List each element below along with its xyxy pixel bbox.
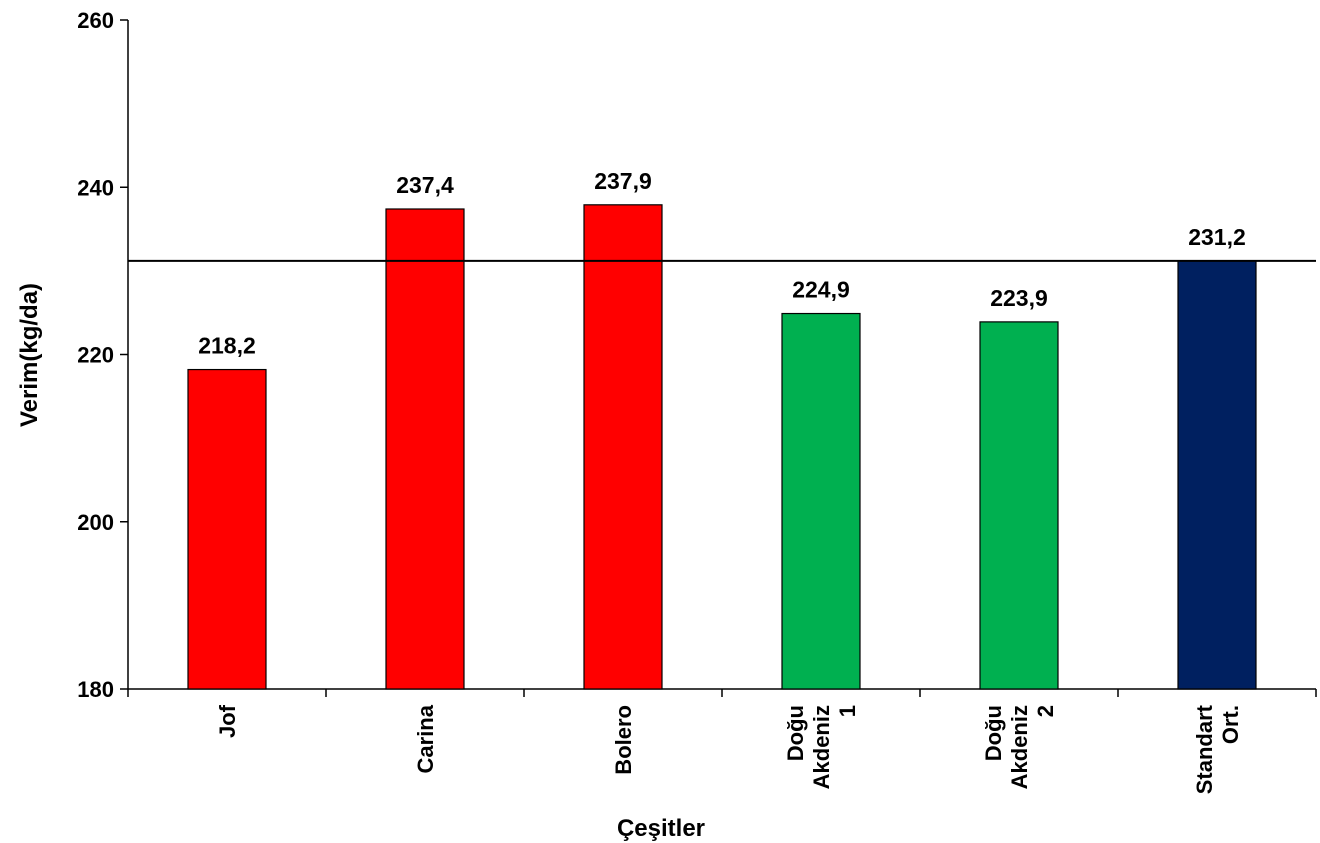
- x-tick-label: 2: [1033, 705, 1058, 717]
- x-tick-label-group: Carina: [413, 704, 438, 773]
- data-label: 237,4: [396, 172, 454, 198]
- y-tick-label: 260: [77, 8, 114, 33]
- x-tick-label-group: Doğu Akdeniz 2: [981, 705, 1058, 789]
- x-tick-label: 1: [835, 705, 860, 717]
- x-tick-label-group: Doğu Akdeniz 1: [783, 705, 860, 789]
- x-tick-label-group: Bolero: [611, 705, 636, 775]
- axes-group: 180 200 220 240 260: [77, 8, 1317, 702]
- bar: [1177, 260, 1257, 690]
- y-axis-title: Verim(kg/da): [16, 283, 43, 427]
- data-label: 231,2: [1188, 224, 1246, 250]
- data-label: 237,9: [594, 168, 652, 194]
- bar: [187, 368, 267, 690]
- bar: [583, 204, 663, 690]
- data-label: 223,9: [990, 285, 1048, 311]
- y-tick-label: 180: [77, 677, 114, 702]
- data-label: 218,2: [198, 333, 256, 359]
- x-tick-label: Bolero: [611, 705, 636, 775]
- x-tick-label-group: Jof: [215, 704, 240, 738]
- y-tick-label: 200: [77, 510, 114, 535]
- data-label: 224,9: [792, 277, 850, 303]
- bar: [781, 312, 861, 690]
- x-tick-label: Doğu: [981, 705, 1006, 761]
- y-tick-label: 220: [77, 343, 114, 368]
- x-tick-label: Jof: [215, 704, 240, 738]
- bar: [979, 321, 1059, 690]
- x-tick-label: Doğu: [783, 705, 808, 761]
- x-tick-label: Ort.: [1218, 705, 1243, 744]
- x-tick-label: Carina: [413, 704, 438, 773]
- bar: [385, 208, 465, 690]
- x-tick-label-group: Standart Ort.: [1192, 704, 1243, 794]
- x-tick-label: Akdeniz: [1007, 705, 1032, 789]
- x-tick-label: Akdeniz: [809, 705, 834, 789]
- x-tick-label: Standart: [1192, 704, 1217, 794]
- y-tick-label: 240: [77, 175, 114, 200]
- x-axis-title: Çeşitler: [617, 815, 705, 842]
- bars-group: [187, 204, 1257, 690]
